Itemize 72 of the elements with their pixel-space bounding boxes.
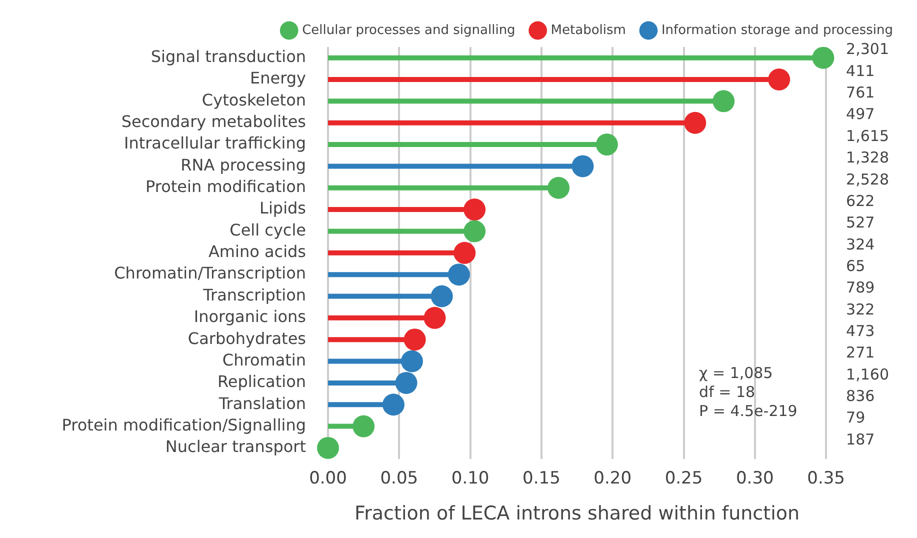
y-tick-label: Cytoskeleton (202, 90, 306, 110)
text: 761 (846, 84, 875, 102)
point (400, 350, 423, 372)
text: 187 (846, 430, 875, 448)
y-tick-label: Energy (250, 68, 306, 88)
text: 497 (846, 105, 875, 124)
annotation: df = 18 (699, 383, 756, 402)
x-tick-label: 0.15 (522, 468, 560, 488)
point (464, 220, 486, 242)
text: 622 (846, 192, 875, 210)
x-tick-label: 0.25 (664, 468, 703, 488)
annotation: P = 4.5e-219 (699, 402, 798, 420)
text: 1,160 (846, 365, 890, 384)
y-tick-label: Protein modification/Signalling (62, 415, 306, 434)
text: 411 (846, 62, 875, 80)
text: 2,301 (846, 40, 890, 58)
text: 473 (846, 322, 875, 340)
y-tick-label: Carbohydrates (188, 328, 306, 348)
point (768, 68, 790, 91)
point (572, 155, 594, 178)
y-tick-label: RNA processing (180, 155, 306, 174)
x-tick-label: 0.00 (309, 468, 347, 488)
y-tick-label: Signal transduction (150, 46, 306, 66)
point (317, 436, 339, 459)
y-tick-label: Nuclear transport (165, 437, 306, 456)
y-tick-label: Transcription (202, 285, 306, 304)
text: 1,328 (846, 148, 890, 167)
x-tick-label: 0.05 (380, 468, 418, 488)
point (352, 415, 375, 438)
y-tick-label: Intracellular trafficking (124, 134, 306, 153)
text: 1,615 (846, 126, 890, 145)
x-tick-label: 0.20 (594, 468, 632, 488)
annotation: χ = 1,085 (699, 364, 773, 382)
y-tick-label: Lipids (260, 198, 306, 218)
point (395, 372, 418, 394)
point (684, 112, 706, 134)
y-tick-label: Inorganic ions (194, 307, 306, 326)
y-tick-label: Chromatin (222, 350, 306, 370)
text: 271 (846, 344, 875, 362)
text: 836 (846, 387, 875, 406)
point (404, 328, 426, 351)
point (454, 242, 476, 264)
x-tick-label: 0.35 (807, 468, 845, 488)
text: 324 (846, 235, 875, 254)
text: 789 (846, 278, 875, 297)
y-tick-label: Cell cycle (230, 220, 306, 240)
point (812, 46, 834, 69)
point (448, 264, 470, 286)
y-tick-label: Replication (217, 372, 306, 392)
point (464, 198, 486, 221)
y-tick-label: Chromatin/Transcription (114, 264, 306, 283)
point (382, 394, 404, 416)
point (548, 176, 570, 199)
y-tick-label: Secondary metabolites (121, 112, 306, 132)
legend-label: Cellular processes and signalling (302, 22, 516, 38)
text: 322 (846, 300, 875, 318)
text: 79 (846, 408, 866, 427)
text: 2,528 (846, 170, 890, 188)
legend-label: Information storage and processing (661, 22, 894, 38)
point (424, 306, 446, 329)
point (430, 285, 453, 308)
x-tick-label: 0.10 (451, 468, 490, 488)
point (596, 134, 618, 156)
y-tick-label: Translation (218, 394, 306, 413)
text: 65 (846, 256, 866, 275)
x-axis-title: Fraction of LECA introns shared within function (354, 502, 800, 525)
point (712, 90, 735, 112)
text: 527 (846, 214, 875, 232)
legend-label: Metabolism (550, 22, 626, 38)
y-tick-label: Amino acids (208, 242, 306, 262)
y-tick-label: Protein modification (146, 177, 306, 196)
x-tick-label: 0.30 (736, 468, 774, 488)
